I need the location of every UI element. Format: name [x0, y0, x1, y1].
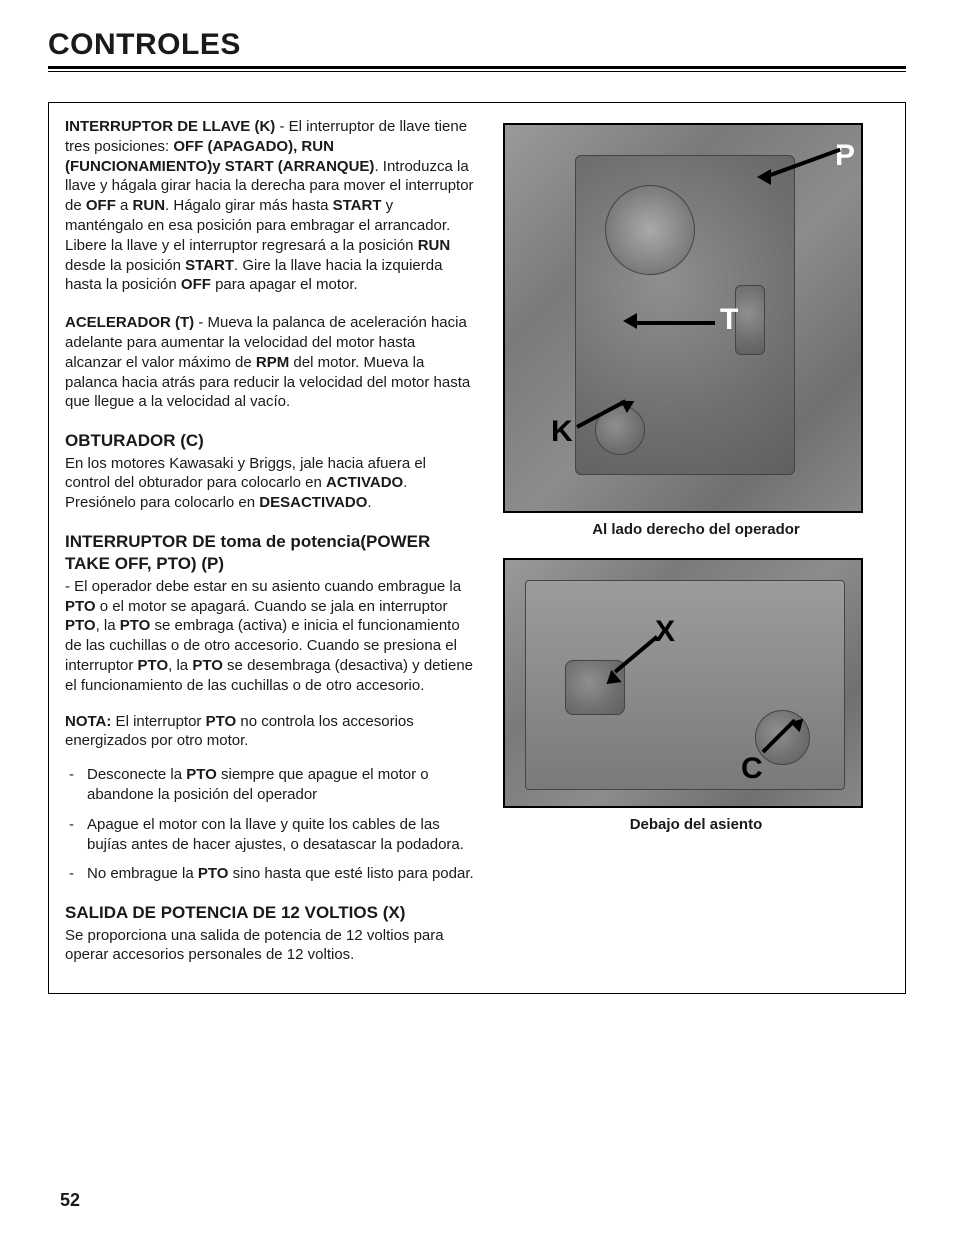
figure-operator-right: P T K — [503, 123, 863, 513]
content-frame: INTERRUPTOR DE LLAVE (K) - El interrupto… — [48, 102, 906, 994]
heading-choke: OBTURADOR (C) — [65, 430, 475, 452]
figure-under-seat: X C — [503, 558, 863, 808]
note-pto: NOTA: El interruptor PTO no controla los… — [65, 712, 475, 752]
page-number: 52 — [60, 1190, 80, 1211]
figure-caption-top: Al lado derecho del operador — [503, 521, 889, 538]
heading-outlet: SALIDA DE POTENCIA DE 12 VOLTIOS (X) — [65, 902, 475, 924]
heading-key-switch: INTERRUPTOR DE LLAVE (K) — [65, 118, 275, 135]
list-item: No embrague la PTO sino hasta que esté l… — [65, 864, 475, 884]
right-column: P T K Al lado derecho del operador X — [503, 117, 889, 965]
manual-page: CONTROLES INTERRUPTOR DE LLAVE (K) - El … — [0, 0, 954, 1034]
section-pto: INTERRUPTOR DE toma de potencia(POWER TA… — [65, 531, 475, 884]
body-pto: - El operador debe estar en su asiento c… — [65, 578, 473, 694]
list-item: Desconecte la PTO siempre que apague el … — [65, 765, 475, 805]
figure-caption-bottom: Debajo del asiento — [503, 816, 889, 833]
section-choke: OBTURADOR (C) En los motores Kawasaki y … — [65, 430, 475, 513]
figure-label-p: P — [835, 139, 855, 173]
section-key-switch: INTERRUPTOR DE LLAVE (K) - El interrupto… — [65, 117, 475, 295]
body-key-switch: - El interruptor de llave tiene tres pos… — [65, 118, 474, 293]
list-item: Apague el motor con la llave y quite los… — [65, 815, 475, 855]
note-body: El interruptor PTO no controla los acces… — [65, 713, 414, 750]
left-column: INTERRUPTOR DE LLAVE (K) - El interrupto… — [65, 117, 475, 965]
section-throttle: ACELERADOR (T) - Mueva la palanca de ace… — [65, 313, 475, 412]
note-label: NOTA: — [65, 713, 111, 730]
figure-label-x: X — [655, 615, 675, 649]
title-rule — [48, 66, 906, 72]
heading-pto: INTERRUPTOR DE toma de potencia(POWER TA… — [65, 531, 475, 576]
page-title: CONTROLES — [48, 28, 906, 62]
figure-label-c: C — [741, 752, 763, 786]
pto-bullet-list: Desconecte la PTO siempre que apague el … — [65, 765, 475, 884]
body-outlet: Se proporciona una salida de potencia de… — [65, 927, 444, 964]
body-choke: En los motores Kawasaki y Briggs, jale h… — [65, 455, 426, 512]
heading-throttle: ACELERADOR (T) — [65, 314, 194, 331]
section-outlet: SALIDA DE POTENCIA DE 12 VOLTIOS (X) Se … — [65, 902, 475, 965]
figure-label-k: K — [551, 415, 573, 449]
figure-label-t: T — [720, 303, 738, 337]
